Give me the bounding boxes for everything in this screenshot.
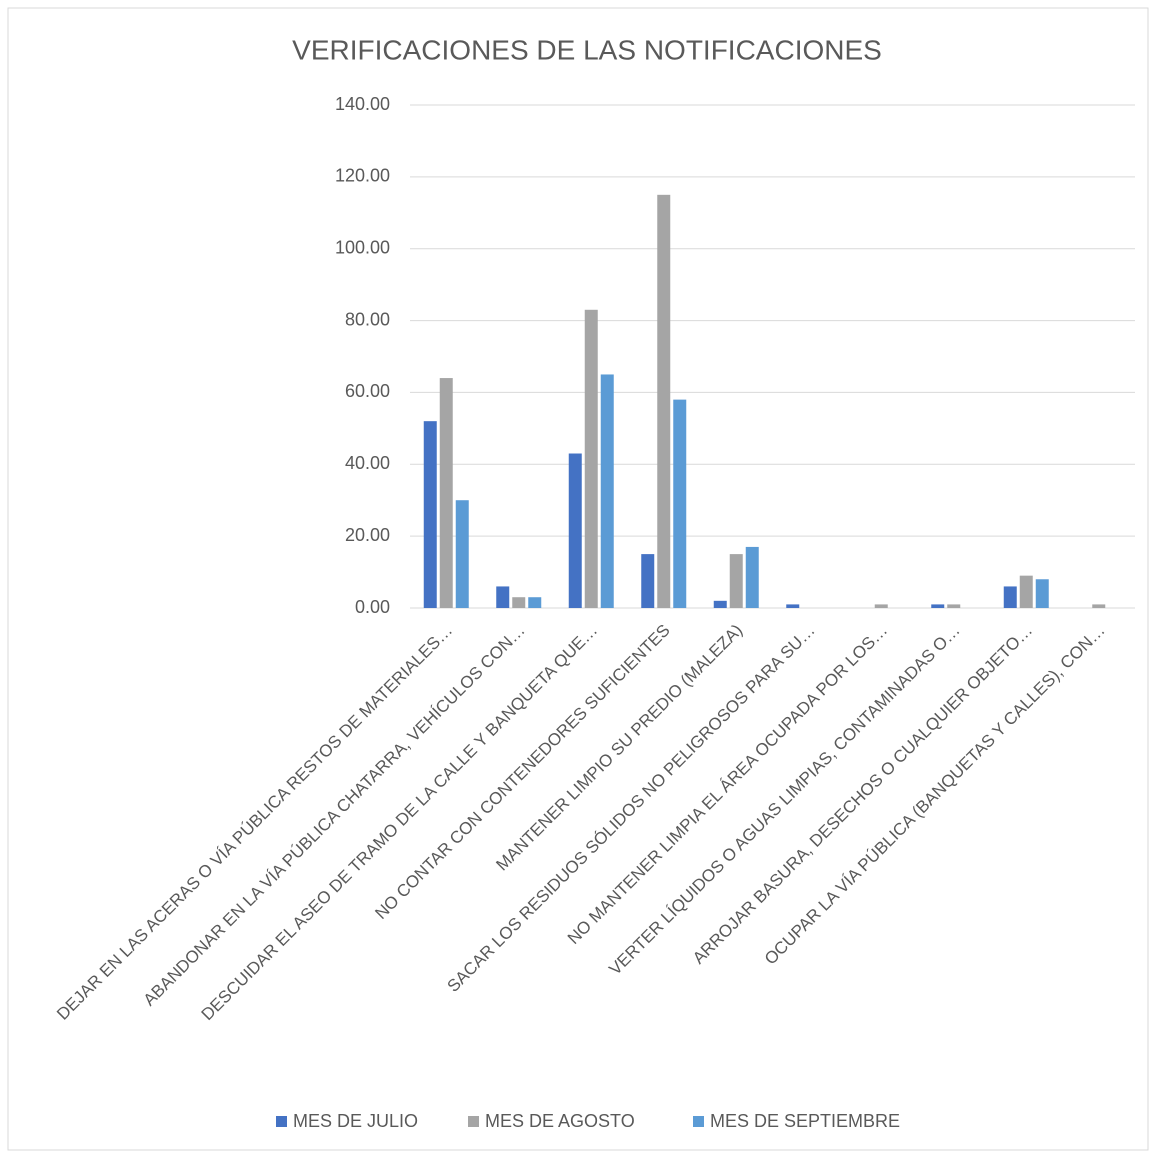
y-tick-label: 40.00 <box>345 453 390 473</box>
y-tick-label: 0.00 <box>355 597 390 617</box>
bar <box>729 554 743 608</box>
bar <box>1019 575 1033 608</box>
bar <box>641 554 655 608</box>
legend-swatch <box>693 1116 704 1127</box>
y-tick-label: 140.00 <box>335 94 390 114</box>
y-tick-label: 20.00 <box>345 525 390 545</box>
bar <box>745 546 759 608</box>
legend-label: MES DE SEPTIEMBRE <box>710 1111 900 1131</box>
bar <box>713 600 727 608</box>
bar <box>600 374 614 608</box>
legend-swatch <box>468 1116 479 1127</box>
y-tick-label: 60.00 <box>345 381 390 401</box>
bar <box>673 399 687 608</box>
bar <box>1003 586 1017 608</box>
y-tick-label: 120.00 <box>335 166 390 186</box>
bar <box>584 309 598 608</box>
legend-label: MES DE JULIO <box>293 1111 418 1131</box>
bar <box>455 500 469 608</box>
chart-title: VERIFICACIONES DE LAS NOTIFICACIONES <box>292 34 882 65</box>
y-tick-label: 80.00 <box>345 309 390 329</box>
bar <box>786 604 800 608</box>
bar <box>657 194 671 609</box>
bar <box>931 604 945 608</box>
legend-swatch <box>276 1116 287 1127</box>
bar <box>512 597 526 608</box>
bar <box>1035 579 1049 608</box>
y-tick-label: 100.00 <box>335 237 390 257</box>
bar <box>423 421 437 608</box>
bar <box>1092 604 1106 608</box>
bar <box>496 586 510 608</box>
bar <box>439 378 453 608</box>
bar <box>528 597 542 608</box>
bar <box>874 604 888 608</box>
legend-label: MES DE AGOSTO <box>485 1111 635 1131</box>
bar <box>568 453 582 608</box>
bar <box>947 604 961 608</box>
